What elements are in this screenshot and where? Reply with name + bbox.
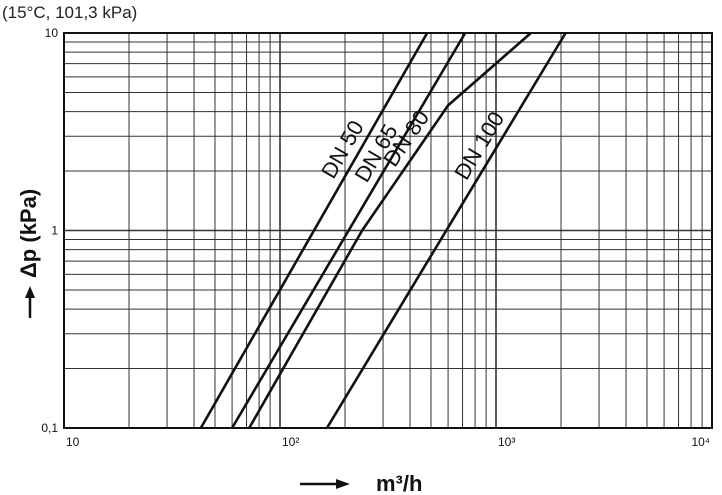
curves [199,32,567,429]
curve-dn-80 [248,32,532,429]
tick-labels: 10 10² 10³ 10⁴ 0,1 1 10 [41,26,710,449]
x-axis-label: m³/h [376,471,422,495]
conditions-label: (15°C, 101,3 kPa) [2,3,137,22]
y-tick-label: 0,1 [41,421,58,435]
curve-dn-100 [325,32,567,429]
y-tick-label: 10 [45,26,59,40]
grid [63,32,713,429]
curve-dn-50 [199,32,429,429]
y-tick-label: 1 [51,224,58,238]
x-tick-label: 10 [66,435,80,449]
x-tick-label: 10⁴ [691,435,710,449]
x-tick-label: 10² [282,435,299,449]
x-axis-arrowhead-icon [336,479,350,489]
y-axis-arrowhead-icon [25,286,35,298]
curve-dn-65 [230,32,467,429]
y-axis-label: Δp (kPa) [16,189,41,278]
plot-frame [63,32,713,429]
curve-label: DN 100 [449,107,509,184]
x-tick-label: 10³ [498,435,515,449]
